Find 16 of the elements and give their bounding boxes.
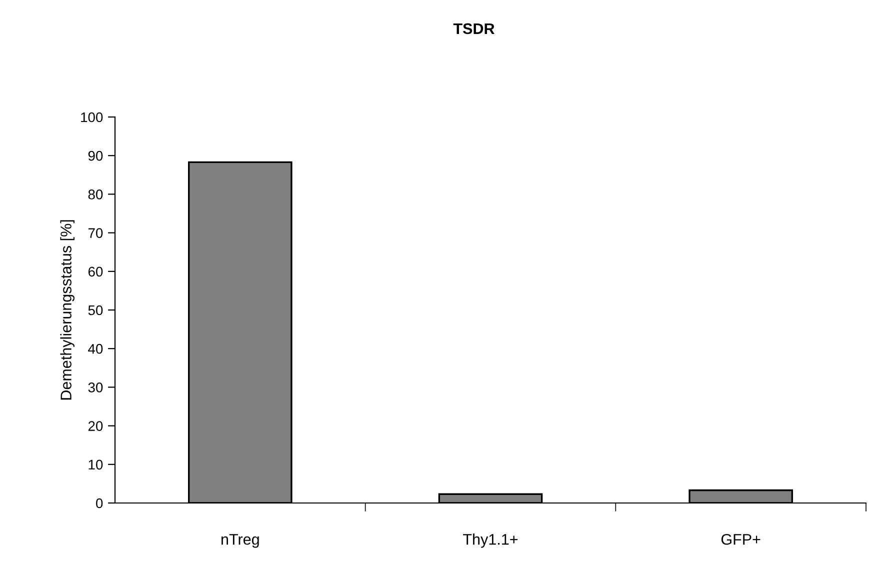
x-tick-label: Thy1.1+ [463, 534, 518, 548]
y-tick-label: 100 [81, 112, 103, 122]
y-tick-label: 90 [88, 150, 103, 161]
y-tick-label: 60 [88, 266, 103, 277]
y-tick-label: 10 [88, 460, 103, 470]
y-tick-label: 50 [88, 305, 103, 316]
chart-title: TSDR [453, 23, 494, 34]
y-tick-label: 30 [88, 382, 103, 392]
y-tick-label: 20 [88, 421, 103, 431]
y-axis-title: Demethylierungsstatus [%] [60, 220, 74, 400]
y-tick-label: 40 [88, 344, 103, 354]
x-tick-label: nTreg [222, 534, 259, 548]
y-tick-label: 0 [96, 498, 103, 508]
x-tick-label: GFP+ [721, 534, 760, 545]
y-tick-label: 70 [88, 228, 103, 238]
y-tick-label: 80 [88, 190, 103, 200]
